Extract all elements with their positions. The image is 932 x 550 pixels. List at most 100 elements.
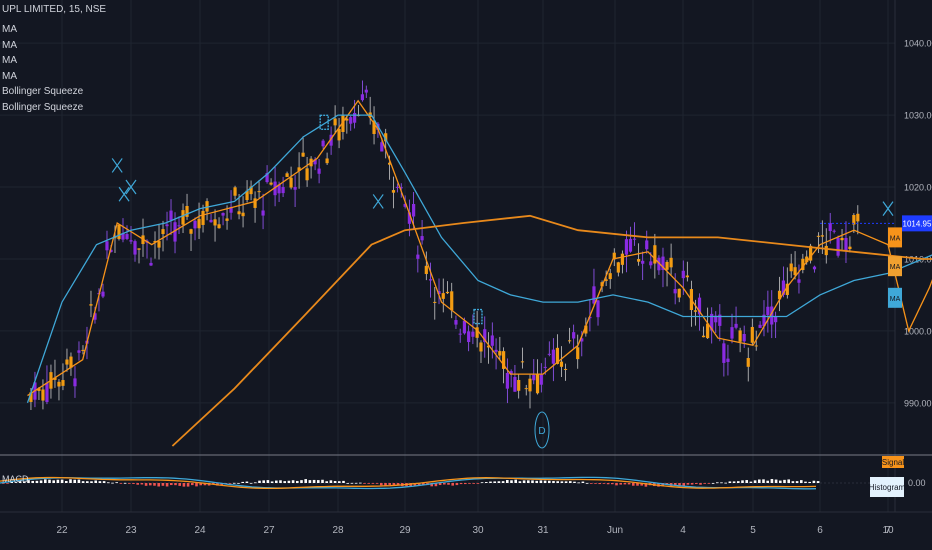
candle-body <box>424 265 428 274</box>
macd-histogram-bar <box>695 483 698 484</box>
macd-histogram-bar <box>73 479 76 483</box>
candle-body <box>458 333 462 335</box>
x-tick-label: 29 <box>399 525 411 536</box>
macd-histogram-bar <box>514 479 517 483</box>
candle-body <box>241 212 245 217</box>
candle-body <box>157 241 161 248</box>
macd-histogram-bar <box>388 483 391 485</box>
macd-histogram-bar <box>506 480 509 483</box>
candle-body <box>29 392 33 402</box>
candle-body <box>65 359 69 365</box>
macd-histogram-bar <box>472 483 475 484</box>
legend-ma-3[interactable]: MA <box>2 55 17 67</box>
candle-body <box>257 191 261 193</box>
macd-histogram-bar <box>312 479 316 483</box>
candle-body <box>169 210 173 221</box>
candle-body <box>209 219 213 223</box>
candle-body <box>193 220 197 229</box>
legend-bollinger-squeeze-1[interactable]: Bollinger Squeeze <box>2 86 84 98</box>
candle-body <box>137 248 141 250</box>
candle-body <box>173 222 177 242</box>
candle-body <box>313 159 317 165</box>
macd-histogram-bar <box>795 481 799 483</box>
candle-body <box>221 212 225 216</box>
macd-histogram-bar <box>123 482 127 484</box>
candle-body <box>559 361 564 367</box>
macd-histogram-bar <box>531 480 534 483</box>
candle-body <box>710 313 714 331</box>
macd-histogram-bar <box>178 483 181 486</box>
candle-body <box>349 117 353 124</box>
legend-bollinger-squeeze-2[interactable]: Bollinger Squeeze <box>2 101 84 113</box>
candle-body <box>608 273 612 280</box>
x-tick-label: Jun <box>607 525 623 536</box>
candle-body <box>387 162 392 165</box>
candle-body <box>41 389 45 401</box>
legend-ma-2[interactable]: MA <box>2 39 17 51</box>
candle-body <box>555 347 560 364</box>
candle-body <box>535 374 540 394</box>
candle-body <box>824 245 828 256</box>
macd-histogram-bar <box>321 479 324 483</box>
macd-histogram-bar <box>791 481 795 483</box>
candle-body <box>693 310 698 312</box>
candle-body <box>628 238 633 252</box>
candle-body <box>528 378 532 392</box>
x-tick-label: 31 <box>537 525 549 536</box>
candle-body <box>333 118 337 126</box>
candle-body <box>483 329 487 343</box>
ma-line-3 <box>171 214 932 447</box>
candle-body <box>213 219 217 226</box>
macd-histogram-bar <box>606 483 610 485</box>
macd-histogram-bar <box>270 481 274 483</box>
candle-body <box>73 378 77 387</box>
macd-histogram-bar <box>317 480 320 483</box>
x-tick-label: 23 <box>125 525 137 536</box>
ma-line-1 <box>27 99 932 397</box>
candle-body <box>225 218 229 221</box>
macd-histogram-bar <box>98 481 102 483</box>
candle-body <box>774 316 778 323</box>
candle-body <box>325 158 329 164</box>
candle-body <box>109 249 113 253</box>
last-price-tag <box>902 215 932 232</box>
macd-histogram-bar <box>291 480 295 483</box>
squeeze-marker <box>882 201 894 216</box>
macd-histogram-bar <box>741 480 744 483</box>
candle-body <box>277 184 281 194</box>
macd-histogram-bar <box>527 480 530 483</box>
candle-body <box>620 253 624 265</box>
candle-body <box>532 374 536 381</box>
legend-ma-1[interactable]: MA <box>2 24 17 35</box>
macd-histogram-bar <box>640 483 643 486</box>
macd-label[interactable]: MACD <box>2 474 29 484</box>
macd-histogram-bar <box>258 480 261 483</box>
macd-histogram-bar <box>783 479 786 483</box>
candle-body <box>265 173 269 183</box>
macd-histogram-bar <box>115 482 118 484</box>
candle-body <box>539 374 543 385</box>
legend-ma-4[interactable]: MA <box>2 70 17 82</box>
candle-body <box>101 291 105 297</box>
candle-body <box>125 234 129 239</box>
macd-histogram-bar <box>228 483 232 484</box>
macd-histogram-bar <box>711 482 715 484</box>
candle-body <box>475 327 479 338</box>
candle-body <box>848 246 852 250</box>
macd-histogram-bar <box>52 480 55 483</box>
macd-histogram-bar <box>707 483 711 484</box>
candle-body <box>856 213 860 222</box>
macd-histogram-bar <box>598 483 601 485</box>
y-tick-label: 1020.00 <box>904 183 932 193</box>
macd-histogram-bar <box>632 483 635 486</box>
candle-body <box>632 238 637 240</box>
macd-histogram-bar <box>237 482 240 484</box>
macd-histogram-bar <box>249 482 253 484</box>
candle-body <box>509 371 513 375</box>
candle-body <box>245 190 249 201</box>
macd-histogram-bar <box>636 483 639 486</box>
macd-histogram-bar <box>119 483 123 484</box>
macd-histogram-bar <box>44 479 47 483</box>
